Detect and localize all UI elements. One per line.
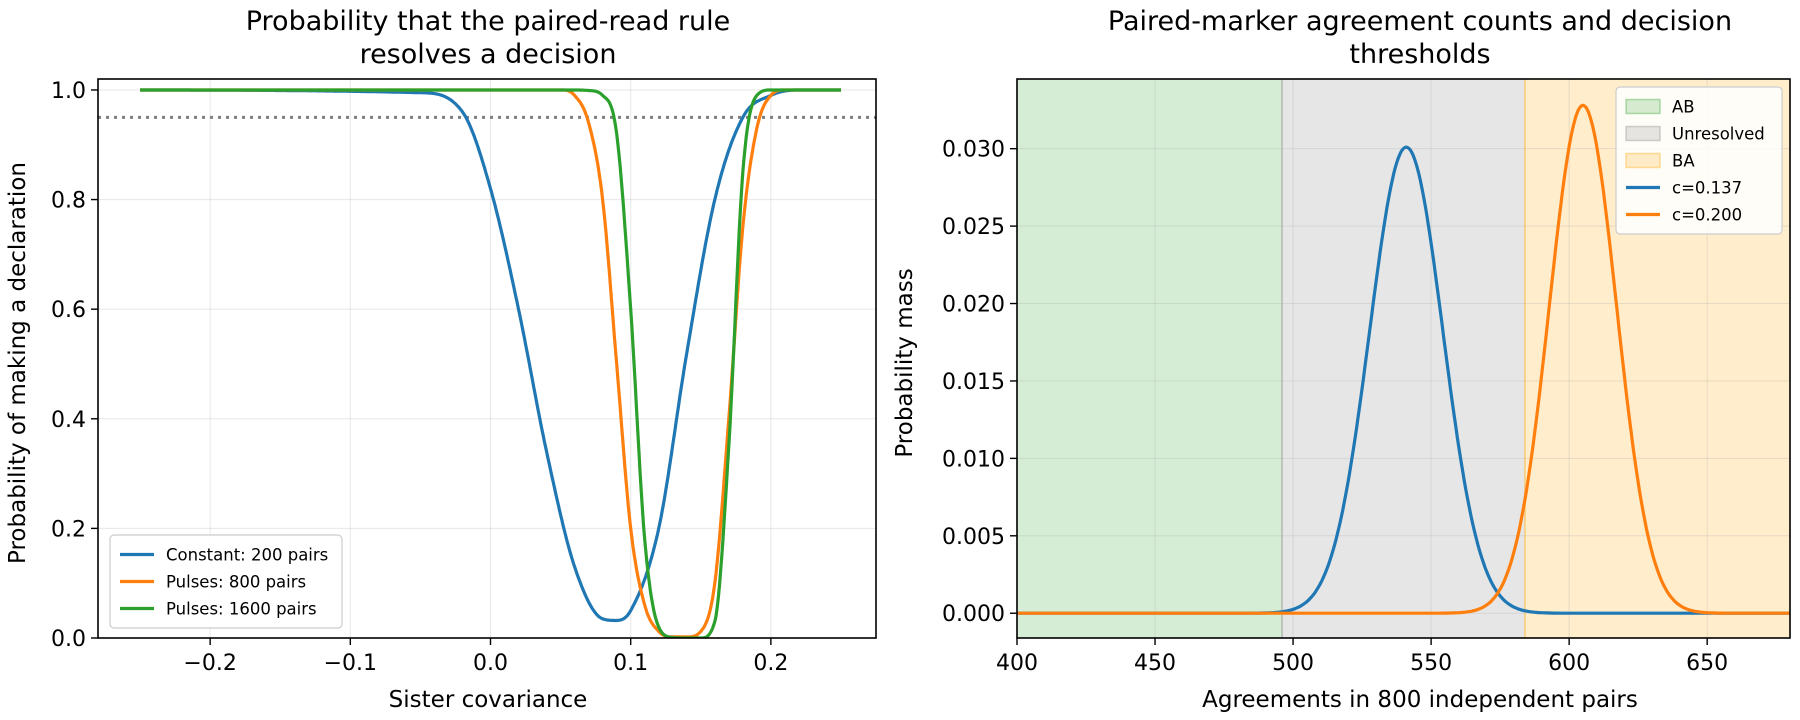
y-tick-label: 0.015	[942, 370, 1005, 395]
right-chart-ylabel: Probability mass	[892, 268, 918, 457]
left-series-group	[139, 88, 842, 638]
right-legend: AB Unresolved BA c=0.137 c=0.200	[1615, 86, 1783, 235]
right-chart-xlabel: Agreements in 800 independent pairs	[1202, 687, 1638, 713]
legend-swatch	[1625, 152, 1661, 169]
left-chart-xlabel: Sister covariance	[389, 687, 588, 713]
legend-swatch	[1625, 98, 1661, 115]
left-chart-title-line-1: Probability that the paired-read rule	[246, 6, 731, 37]
x-tick-label: −0.2	[183, 651, 236, 676]
y-tick-label: 0.6	[51, 298, 86, 323]
legend-label: c=0.137	[1672, 179, 1742, 198]
legend-label: c=0.200	[1672, 206, 1742, 225]
right-chart: Paired-marker agreement counts and decis…	[892, 6, 1791, 713]
left-chart-ylabel: Probability of making a declaration	[5, 162, 31, 564]
legend-swatch	[1625, 125, 1661, 142]
x-tick-label: 400	[996, 651, 1038, 676]
legend-label: AB	[1672, 98, 1695, 117]
left-legend: Constant: 200 pairs Pulses: 800 pairs Puls…	[109, 534, 343, 629]
legend-label: Constant: 200 pairs	[166, 546, 328, 565]
y-tick-label: 0.4	[51, 408, 86, 433]
legend-label: Pulses: 800 pairs	[166, 573, 306, 592]
right-series-group	[1017, 103, 1790, 615]
y-tick-label: 1.0	[51, 79, 86, 104]
y-tick-label: 0.0	[51, 627, 86, 652]
y-tick-label: 0.2	[51, 517, 86, 542]
y-tick-label: 0.8	[51, 189, 86, 214]
legend-label: Pulses: 1600 pairs	[166, 600, 317, 619]
y-tick-label: 0.000	[942, 602, 1005, 627]
x-tick-label: 600	[1548, 651, 1590, 676]
y-tick-label: 0.005	[942, 525, 1005, 550]
x-tick-label: 0.1	[613, 651, 648, 676]
left-series-line-3	[139, 88, 842, 638]
y-tick-label: 0.020	[942, 293, 1005, 318]
x-tick-label: 450	[1134, 651, 1176, 676]
right-axes-frame	[1016, 78, 1791, 639]
region-ab	[1017, 79, 1283, 638]
y-tick-label: 0.010	[942, 447, 1005, 472]
left-chart-title-line-2: resolves a decision	[360, 39, 617, 70]
legend-box	[109, 534, 343, 629]
y-tick-label: 0.025	[942, 215, 1005, 240]
region-unresolved	[1282, 79, 1525, 638]
y-tick-label: 0.030	[942, 138, 1005, 163]
right-chart-title-line-1: Paired-marker agreement counts and decis…	[1108, 6, 1732, 37]
x-tick-label: 650	[1686, 651, 1728, 676]
right-series-line-2	[1017, 103, 1790, 615]
x-tick-label: −0.1	[324, 651, 377, 676]
x-tick-label: 0.0	[473, 651, 508, 676]
left-chart: Probability that the paired-read rule re…	[5, 6, 877, 713]
x-tick-label: 550	[1410, 651, 1452, 676]
x-tick-label: 0.2	[753, 651, 788, 676]
right-chart-title-line-2: thresholds	[1349, 39, 1490, 70]
legend-box	[1615, 86, 1783, 235]
legend-label: BA	[1672, 152, 1695, 171]
x-tick-label: 500	[1272, 651, 1314, 676]
left-axes-frame	[97, 78, 877, 639]
legend-label: Unresolved	[1672, 125, 1765, 144]
